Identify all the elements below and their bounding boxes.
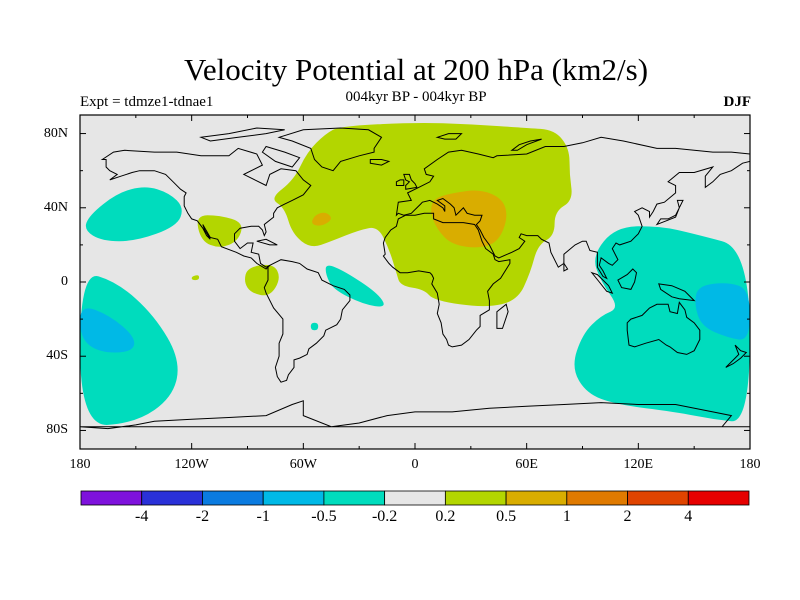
lon-label: 180: [69, 457, 91, 472]
lat-label: 0: [61, 274, 68, 289]
lon-label: 0: [411, 457, 419, 472]
coastlines: [80, 127, 750, 430]
contour-south-pacific-negative: [80, 276, 178, 425]
colorbar-label: 2: [623, 508, 632, 525]
lon-label: 60W: [289, 457, 317, 472]
colorbar-label: -0.2: [371, 508, 398, 525]
colorbar-swatch: [323, 490, 386, 506]
colorbar-swatch: [505, 490, 568, 506]
coastline-novaya-zemlya: [510, 138, 542, 151]
plot-title: Velocity Potential at 200 hPa (km2/s): [183, 52, 649, 87]
coastline-africa: [382, 212, 511, 348]
colorbar-swatch: [444, 490, 507, 506]
coastline-ireland: [395, 179, 405, 186]
lat-label: 40N: [43, 199, 68, 215]
colorbar-label: 1: [562, 508, 571, 525]
coastline-iceland: [369, 159, 391, 166]
coastline-new-guinea: [658, 283, 696, 302]
colorbar-label: -1: [256, 508, 270, 525]
coastline-greenland: [277, 127, 383, 172]
lat-label: 80N: [43, 125, 68, 141]
coastline-baffin: [261, 145, 301, 168]
colorbar-label: -0.5: [311, 508, 337, 525]
coastline-antarctica: [80, 400, 750, 430]
colorbar-swatch: [141, 490, 203, 506]
axis-ticks: [79, 115, 751, 449]
coastline-north-america: [100, 147, 312, 270]
coastline-japan: [655, 199, 684, 226]
contour-west-pacific-core: [695, 283, 750, 340]
coastline-cuba: [256, 238, 278, 246]
experiment-label: Expt = tdmze1-tdnae1: [80, 94, 214, 110]
colorbar-swatch: [627, 490, 689, 506]
lon-label: 60E: [515, 457, 538, 472]
colorbar-label: -2: [195, 508, 210, 525]
coastline-sumatra: [590, 271, 614, 294]
colorbar-label: 0.5: [496, 508, 517, 525]
contour-south-pacific-core: [80, 308, 135, 353]
colorbar-label: 0.2: [435, 508, 456, 525]
coastline-sri-lanka: [563, 261, 569, 272]
lat-label: 80S: [46, 422, 68, 438]
coastline-arctic-islands: [199, 127, 285, 142]
contour-equatorial-atlantic-negative: [325, 265, 384, 307]
colorbar-swatch: [202, 490, 264, 506]
colorbar-swatch: [262, 490, 325, 506]
lon-label: 180: [739, 457, 761, 472]
season-label: DJF: [723, 94, 752, 110]
coastline-borneo: [617, 268, 638, 290]
colorbar-swatch: [384, 490, 446, 506]
coastline-british-isles: [403, 173, 418, 190]
coastline-svalbard: [435, 133, 463, 140]
colorbar-swatch: [566, 490, 628, 506]
colorbar-swatch: [80, 490, 143, 506]
coastline-south-america: [263, 259, 351, 383]
colorbar-label: 4: [684, 508, 693, 525]
lon-label: 120E: [623, 457, 654, 472]
contour-middle-east-maximum: [431, 190, 507, 248]
coastline-australia: [626, 301, 701, 355]
contour-north-atlantic-maximum: [312, 212, 331, 226]
contour-south-atlantic-small-negative: [310, 322, 319, 331]
colorbar-swatch: [687, 490, 750, 506]
contour-central-america-positive: [197, 215, 242, 247]
colorbar-label: -4: [135, 508, 149, 525]
contour-east-pacific-small-positive: [191, 275, 200, 281]
coastline-eurasia: [395, 136, 750, 280]
contour-western-pacific-indian-negative: [574, 226, 750, 422]
contour-north-pacific-negative: [85, 187, 182, 242]
plot-subtitle: 004kyr BP - 004kyr BP: [345, 89, 487, 105]
lat-label: 40S: [46, 348, 68, 364]
coastline-new-zealand: [725, 344, 748, 368]
lon-label: 120W: [174, 457, 209, 472]
coastline-madagascar: [496, 303, 509, 329]
colorbar: [80, 490, 750, 506]
contour-south-america-positive: [245, 264, 279, 296]
